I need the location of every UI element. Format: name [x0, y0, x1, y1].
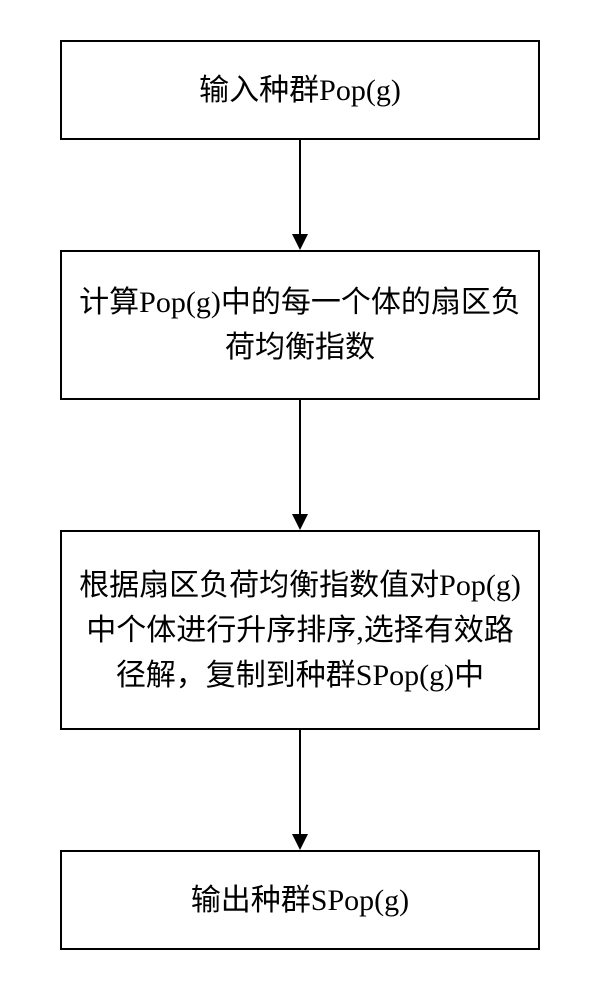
flow-edge-line [299, 730, 301, 836]
flow-node-text: 输出种群SPop(g) [191, 878, 409, 923]
flow-node-n2: 计算Pop(g)中的每一个体的扇区负荷均衡指数 [60, 250, 540, 400]
flow-node-n4: 输出种群SPop(g) [60, 850, 540, 950]
flow-node-n3: 根据扇区负荷均衡指数值对Pop(g)中个体进行升序排序,选择有效路径解，复制到种… [60, 530, 540, 730]
flow-node-n1: 输入种群Pop(g) [60, 40, 540, 140]
flow-edge-arrowhead [292, 234, 308, 250]
flow-edge-line [299, 400, 301, 516]
flow-edge-arrowhead [292, 834, 308, 850]
flow-node-text: 计算Pop(g)中的每一个体的扇区负荷均衡指数 [74, 280, 526, 370]
flow-node-text: 根据扇区负荷均衡指数值对Pop(g)中个体进行升序排序,选择有效路径解，复制到种… [74, 563, 526, 698]
flow-node-text: 输入种群Pop(g) [199, 68, 401, 113]
flow-edge-arrowhead [292, 514, 308, 530]
flow-edge-line [299, 140, 301, 236]
